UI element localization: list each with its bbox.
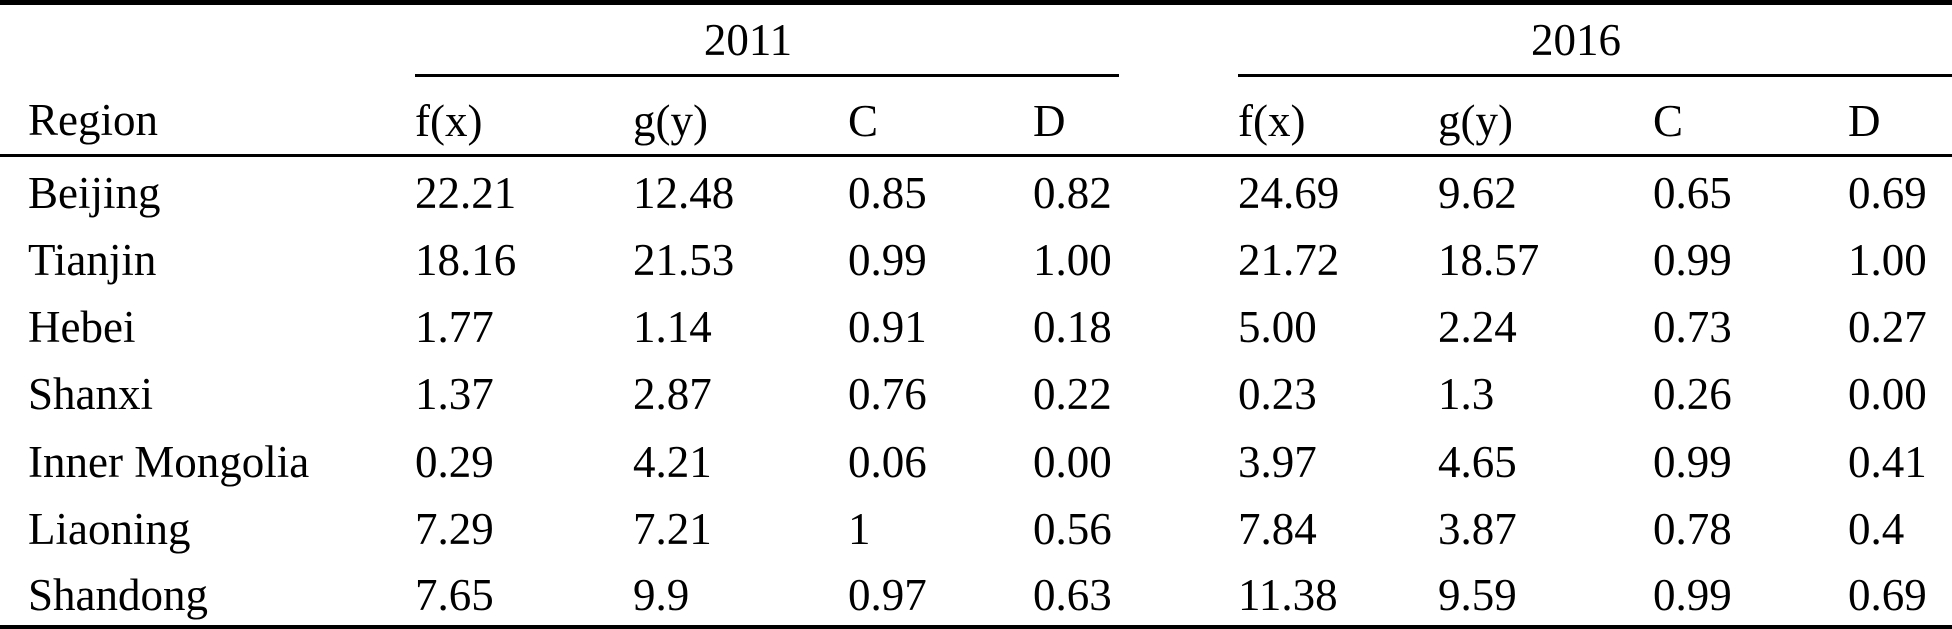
- table-cell: 1.37: [415, 369, 494, 420]
- region-label: Inner Mongolia: [28, 436, 310, 487]
- table-cell: 0.18: [1033, 301, 1112, 352]
- table-cell: 0.85: [848, 167, 927, 218]
- year-header-2011: 2011: [415, 2, 1120, 78]
- table-cell: 7.29: [415, 503, 494, 554]
- spacer-cell: [1119, 358, 1238, 425]
- spacer-cell: [1119, 156, 1238, 223]
- table-cell: 2.24: [1438, 301, 1517, 352]
- table-cell: 7.21: [633, 503, 712, 554]
- table-cell: 0.99: [1653, 570, 1732, 621]
- table-cell: 18.16: [415, 234, 517, 285]
- col-header-gy-2016: g(y): [1438, 75, 1654, 158]
- table-row-tianjin: Tianjin 18.16 21.53 0.99 1.00 21.72 18.5…: [0, 223, 1952, 290]
- col-header-fx-2011: f(x): [415, 75, 633, 158]
- table-row: 2011 2016: [0, 2, 1952, 78]
- table-cell: 3.97: [1238, 436, 1317, 487]
- table-cell: 21.53: [633, 234, 735, 285]
- col-header-fx-2016: f(x): [1238, 75, 1439, 158]
- table-cell: 0.97: [848, 570, 927, 621]
- region-label: Hebei: [28, 301, 136, 352]
- table-cell: 0.76: [848, 369, 927, 420]
- table-cell: 4.65: [1438, 436, 1517, 487]
- spacer-cell: [1119, 560, 1238, 627]
- table-cell: 0.26: [1653, 369, 1732, 420]
- table-cell: 3.87: [1438, 503, 1517, 554]
- table-cell: 0.00: [1033, 436, 1112, 487]
- table-cell: 11.38: [1238, 570, 1338, 621]
- table-cell: 22.21: [415, 167, 517, 218]
- spacer-cell: [1119, 3, 1238, 76]
- table-row: Region f(x) g(y) C D f(x) g(y) C D: [0, 75, 1952, 158]
- region-label: Tianjin: [28, 234, 157, 285]
- col-header-c-2011: C: [848, 75, 1033, 158]
- table-cell: 0.27: [1848, 301, 1927, 352]
- table-cell: 5.00: [1238, 301, 1317, 352]
- table-cell: 0.22: [1033, 369, 1112, 420]
- table-cell: 2.87: [633, 369, 712, 420]
- table-cell: 0.78: [1653, 503, 1732, 554]
- table-cell: 21.72: [1238, 234, 1340, 285]
- table-cell: 24.69: [1238, 167, 1340, 218]
- table-cell: 1.14: [633, 301, 712, 352]
- table-cell: 0.69: [1848, 570, 1927, 621]
- table-row-liaoning: Liaoning 7.29 7.21 1 0.56 7.84 3.87 0.78…: [0, 492, 1952, 559]
- table-cell: 1.00: [1033, 234, 1112, 285]
- table-cell: 7.65: [415, 570, 494, 621]
- col-header-gy-2011: g(y): [633, 75, 848, 158]
- table-row-inner-mongolia: Inner Mongolia 0.29 4.21 0.06 0.00 3.97 …: [0, 425, 1952, 492]
- table-cell: 9.62: [1438, 167, 1517, 218]
- spacer-cell: [1119, 425, 1238, 492]
- table-row-beijing: Beijing 22.21 12.48 0.85 0.82 24.69 9.62…: [0, 156, 1952, 223]
- table-cell: 0.91: [848, 301, 927, 352]
- table-cell: 0.00: [1848, 369, 1927, 420]
- col-header-c-2016: C: [1653, 75, 1849, 158]
- table-cell: 18.57: [1438, 234, 1540, 285]
- table-cell: 0.82: [1033, 167, 1112, 218]
- table-row-shanxi: Shanxi 1.37 2.87 0.76 0.22 0.23 1.3 0.26…: [0, 358, 1952, 425]
- table-cell: 9.59: [1438, 570, 1517, 621]
- region-label: Shandong: [28, 570, 208, 621]
- table-cell: 12.48: [633, 167, 735, 218]
- table-cell: 1: [848, 503, 871, 554]
- table-cell: 1.3: [1438, 369, 1495, 420]
- table-cell: 0.56: [1033, 503, 1112, 554]
- region-label: Shanxi: [28, 369, 154, 420]
- table-cell: 0.4: [1848, 503, 1905, 554]
- table-cell: 9.9: [633, 570, 690, 621]
- region-column-header: Region: [0, 75, 415, 158]
- region-label: Liaoning: [28, 503, 191, 554]
- table-cell: 0.99: [1653, 436, 1732, 487]
- table-cell: 0.69: [1848, 167, 1927, 218]
- table-cell: 0.65: [1653, 167, 1732, 218]
- spacer-cell: [0, 3, 415, 76]
- table-cell: 0.63: [1033, 570, 1112, 621]
- table-row-shandong: Shandong 7.65 9.9 0.97 0.63 11.38 9.59 0…: [0, 560, 1952, 627]
- table-cell: 4.21: [633, 436, 712, 487]
- table-cell: 0.99: [848, 234, 927, 285]
- year-header-2016: 2016: [1238, 2, 1952, 78]
- spacer-cell: [1119, 75, 1239, 158]
- spacer-cell: [1119, 492, 1238, 559]
- table-cell: 0.29: [415, 436, 494, 487]
- table-cell: 0.06: [848, 436, 927, 487]
- col-header-d-2016: D: [1848, 75, 1952, 158]
- table-cell: 0.73: [1653, 301, 1732, 352]
- table-cell: 0.23: [1238, 369, 1317, 420]
- region-label: Beijing: [28, 167, 161, 218]
- table-cell: 1.77: [415, 301, 494, 352]
- spacer-cell: [1119, 223, 1238, 290]
- table-cell: 7.84: [1238, 503, 1317, 554]
- spacer-cell: [1119, 290, 1238, 357]
- table-cell: 1.00: [1848, 234, 1927, 285]
- col-header-d-2011: D: [1033, 75, 1120, 158]
- table-row-hebei: Hebei 1.77 1.14 0.91 0.18 5.00 2.24 0.73…: [0, 290, 1952, 357]
- table-cell: 0.99: [1653, 234, 1732, 285]
- table-cell: 0.41: [1848, 436, 1927, 487]
